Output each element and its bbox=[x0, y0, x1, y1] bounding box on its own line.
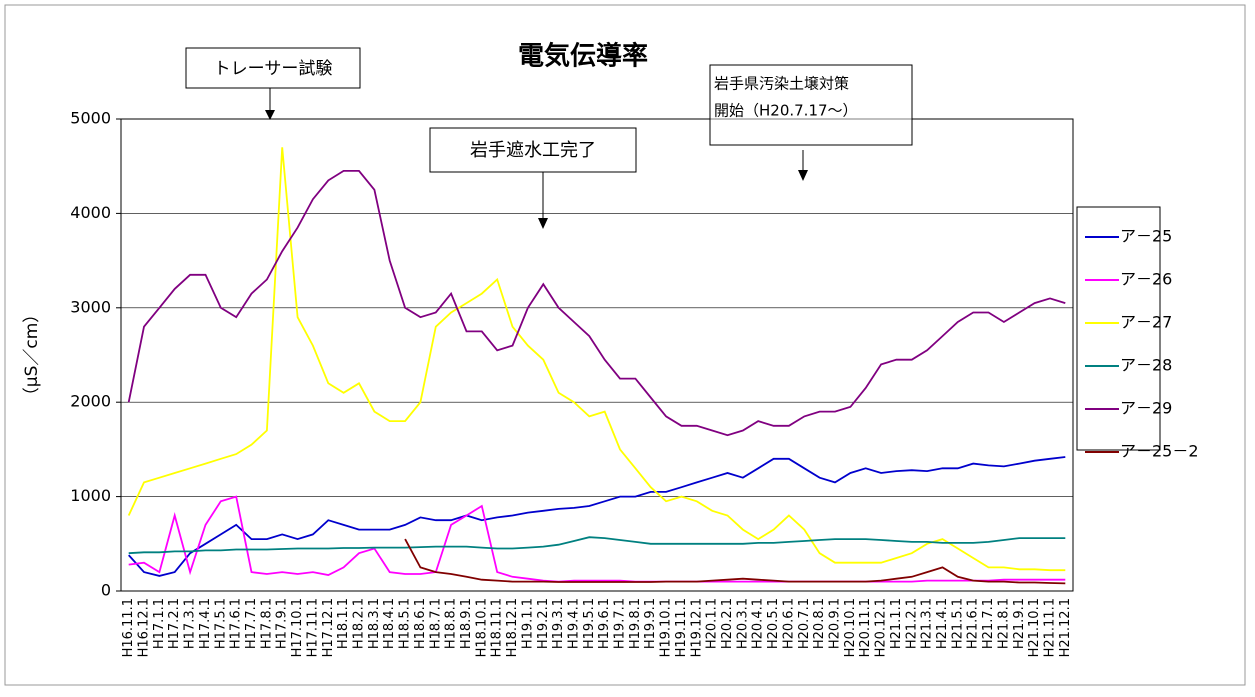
x-tick-label: H18.6.1 bbox=[413, 598, 428, 649]
x-tick-label: H17.7.1 bbox=[244, 598, 259, 649]
x-tick-label: H19.2.1 bbox=[536, 598, 551, 649]
x-tick-label: H17.3.1 bbox=[183, 598, 198, 649]
x-tick-label: H21.2.1 bbox=[904, 598, 919, 649]
x-tick-label: H17.10.1 bbox=[290, 598, 305, 657]
legend-label: ア－29 bbox=[1120, 399, 1172, 418]
annotation-box bbox=[429, 127, 637, 173]
legend-label: ア－27 bbox=[1120, 313, 1172, 332]
series-line bbox=[127, 170, 1066, 437]
annotation: トレーサー試験 bbox=[214, 59, 333, 79]
x-tick-label: H18.9.1 bbox=[459, 598, 474, 649]
x-tick-label: H19.3.1 bbox=[551, 598, 566, 649]
x-tick-label: H21.9.1 bbox=[1012, 598, 1027, 649]
x-tick-label: H19.12.1 bbox=[689, 598, 704, 657]
x-tick-label: H21.11.1 bbox=[1042, 598, 1057, 657]
annotation: 岩手県汚染土壌対策 bbox=[714, 75, 849, 93]
x-tick-label: H21.5.1 bbox=[950, 598, 965, 649]
series-line bbox=[128, 456, 1066, 577]
legend-label: ア－25 bbox=[1120, 227, 1172, 246]
x-tick-label: H21.10.1 bbox=[1027, 598, 1042, 657]
x-tick-label: H17.8.1 bbox=[259, 598, 274, 649]
x-tick-label: H17.4.1 bbox=[198, 598, 213, 649]
x-tick-label: H20.3.1 bbox=[735, 598, 750, 649]
series-line bbox=[404, 538, 1066, 585]
x-tick-label: H17.6.1 bbox=[229, 598, 244, 649]
x-tick-label: H20.4.1 bbox=[751, 598, 766, 649]
series-line bbox=[128, 495, 1066, 583]
x-tick-label: H20.12.1 bbox=[874, 598, 889, 657]
x-tick-label: H17.12.1 bbox=[321, 598, 336, 657]
x-tick-label: H18.2.1 bbox=[352, 598, 367, 649]
x-tick-label: H19.11.1 bbox=[674, 598, 689, 657]
x-tick-label: H21.4.1 bbox=[935, 598, 950, 649]
x-tick-label: H18.12.1 bbox=[505, 598, 520, 657]
x-tick-label: H20.9.1 bbox=[828, 598, 843, 649]
series-line bbox=[128, 536, 1066, 555]
x-tick-label: H19.4.1 bbox=[566, 598, 581, 649]
x-tick-label: H18.3.1 bbox=[367, 598, 382, 649]
series-line bbox=[127, 147, 1066, 572]
x-tick-label: H19.5.1 bbox=[582, 598, 597, 649]
x-tick-label: H21.3.1 bbox=[920, 598, 935, 649]
x-tick-label: H16.11.1 bbox=[121, 598, 136, 657]
annotation-box bbox=[709, 64, 913, 146]
annotation: 岩手遮水工完了 bbox=[470, 140, 596, 161]
x-tick-label: H19.10.1 bbox=[659, 598, 674, 657]
x-tick-label: H19.7.1 bbox=[613, 598, 628, 649]
y-tick-label: 0 bbox=[101, 581, 111, 600]
x-tick-label: H21.6.1 bbox=[966, 598, 981, 649]
arrow-head bbox=[538, 218, 548, 229]
legend-label: ア－26 bbox=[1120, 270, 1172, 289]
x-tick-label: H21.1.1 bbox=[889, 598, 904, 649]
x-tick-label: H18.8.1 bbox=[444, 598, 459, 649]
x-tick-label: H19.8.1 bbox=[628, 598, 643, 649]
y-axis-label: （μS／cm） bbox=[22, 306, 42, 405]
y-tick-label: 3000 bbox=[70, 297, 111, 316]
x-tick-label: H18.7.1 bbox=[428, 598, 443, 649]
annotation: 開始（H20.7.17～） bbox=[714, 102, 858, 120]
x-tick-label: H18.1.1 bbox=[336, 598, 351, 649]
plot-area bbox=[120, 118, 1074, 592]
legend-label: ア－25－2 bbox=[1120, 442, 1199, 461]
y-tick-label: 1000 bbox=[70, 486, 111, 505]
x-tick-label: H17.9.1 bbox=[275, 598, 290, 649]
x-tick-label: H19.9.1 bbox=[643, 598, 658, 649]
x-tick-label: H20.7.1 bbox=[797, 598, 812, 649]
x-tick-label: H20.10.1 bbox=[843, 598, 858, 657]
arrow-head bbox=[798, 170, 808, 181]
x-tick-label: H18.11.1 bbox=[490, 598, 505, 657]
arrow-head bbox=[265, 110, 275, 120]
x-tick-label: H17.1.1 bbox=[152, 598, 167, 649]
x-tick-label: H21.12.1 bbox=[1058, 598, 1073, 657]
x-tick-label: H16.12.1 bbox=[137, 598, 152, 657]
x-tick-label: H20.8.1 bbox=[812, 598, 827, 649]
x-tick-label: H19.1.1 bbox=[520, 598, 535, 649]
y-tick-label: 2000 bbox=[70, 392, 111, 411]
x-tick-label: H20.1.1 bbox=[705, 598, 720, 649]
x-tick-label: H20.5.1 bbox=[766, 598, 781, 649]
x-tick-label: H21.7.1 bbox=[981, 598, 996, 649]
x-tick-label: H18.5.1 bbox=[398, 598, 413, 649]
x-tick-label: H20.6.1 bbox=[781, 598, 796, 649]
x-tick-label: H19.6.1 bbox=[597, 598, 612, 649]
x-tick-label: H20.11.1 bbox=[858, 598, 873, 657]
x-tick-label: H18.4.1 bbox=[382, 598, 397, 649]
x-tick-label: H17.11.1 bbox=[305, 598, 320, 657]
x-tick-label: H21.8.1 bbox=[996, 598, 1011, 649]
x-tick-label: H17.5.1 bbox=[213, 598, 228, 649]
x-tick-label: H17.2.1 bbox=[167, 598, 182, 649]
legend-label: ア－28 bbox=[1120, 356, 1172, 375]
chart-title: 電気伝導率 bbox=[518, 41, 648, 72]
x-tick-label: H18.10.1 bbox=[474, 598, 489, 657]
y-tick-label: 4000 bbox=[70, 203, 111, 222]
annotation-box bbox=[185, 47, 361, 89]
x-tick-label: H20.2.1 bbox=[720, 598, 735, 649]
y-tick-label: 5000 bbox=[70, 109, 111, 128]
